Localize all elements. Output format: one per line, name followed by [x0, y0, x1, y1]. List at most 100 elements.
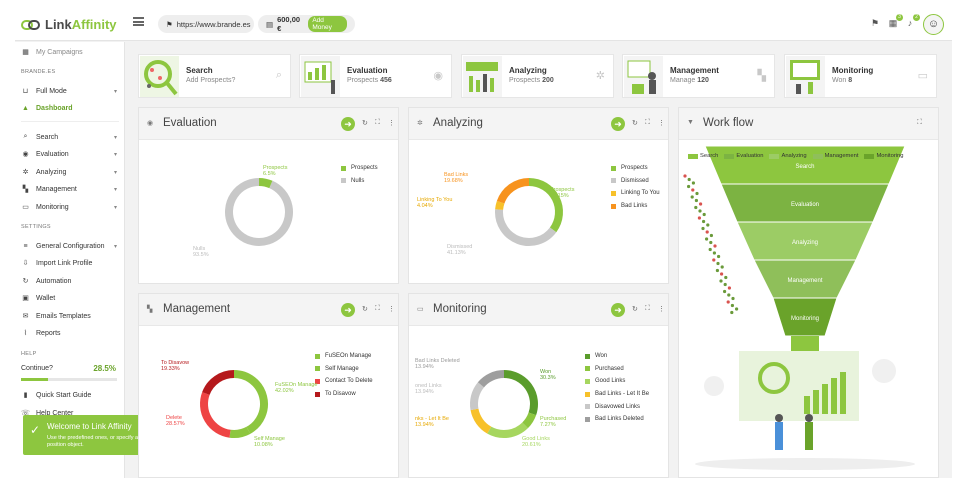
- donut-slice[interactable]: [470, 408, 492, 434]
- legend-item[interactable]: Contact To Delete: [315, 375, 373, 388]
- sidebar-item-help-center[interactable]: ☏ Help Center: [15, 405, 125, 421]
- legend-item[interactable]: Search: [688, 153, 718, 159]
- card-subtitle: Manage 120: [670, 77, 709, 84]
- expand-icon[interactable]: ⛶: [645, 305, 650, 312]
- screen-donut-icon: [758, 362, 790, 394]
- legend-item[interactable]: Management: [812, 153, 858, 159]
- site-selector[interactable]: ⚑ https://www.brande.es: [158, 15, 254, 33]
- legend-item[interactable]: Prospects: [611, 162, 660, 175]
- legend-item[interactable]: Self Manage: [315, 363, 373, 376]
- donut-slice[interactable]: [487, 422, 528, 438]
- sidebar-item-analyzing[interactable]: ✲ Analyzing ▾: [15, 164, 125, 180]
- legend-item[interactable]: Bad Links Deleted: [585, 413, 649, 426]
- donut-slice[interactable]: [496, 178, 530, 204]
- bell-icon[interactable]: ♪ 2: [905, 14, 920, 28]
- sidebar-item-search[interactable]: ⌕ Search ▾: [15, 129, 125, 145]
- card-evaluation[interactable]: Evaluation Prospects 456 ◉: [299, 54, 452, 98]
- tasks-icon[interactable]: ▦ 3: [888, 14, 903, 28]
- sidebar-item-wallet[interactable]: ▣ Wallet: [15, 290, 125, 306]
- expand-icon[interactable]: ⛶: [375, 119, 380, 126]
- go-button[interactable]: ➜: [341, 117, 355, 131]
- legend-item[interactable]: Won: [585, 350, 649, 363]
- legend-label: Search: [700, 153, 719, 159]
- sidebar-item-dashboard[interactable]: ▲ Dashboard: [15, 100, 125, 116]
- donut-slice[interactable]: [495, 209, 557, 246]
- legend-swatch: [611, 165, 616, 171]
- refresh-icon[interactable]: ↻: [632, 306, 638, 313]
- avatar[interactable]: ☺: [923, 14, 944, 35]
- sidebar-item-emails-templates[interactable]: ✉ Emails Templates: [15, 308, 125, 324]
- sidebar-item-general-configuration[interactable]: ≡ General Configuration ▾: [15, 238, 125, 254]
- more-icon[interactable]: ⋮: [388, 306, 395, 313]
- legend-item[interactable]: Prospects: [341, 162, 378, 175]
- card-search[interactable]: Search Add Prospects? ⌕: [138, 54, 291, 98]
- donut-slice[interactable]: [522, 412, 537, 429]
- go-button[interactable]: ➜: [611, 303, 625, 317]
- sidebar-item-reports[interactable]: ⌇ Reports: [15, 325, 125, 341]
- legend-label: Good Links: [595, 378, 626, 385]
- sidebar-item-management[interactable]: ▚ Management ▾: [15, 181, 125, 197]
- panel-title: Management: [163, 303, 231, 315]
- site-url: https://www.brande.es: [176, 19, 251, 29]
- legend-item[interactable]: To Disavow: [315, 388, 373, 401]
- more-icon[interactable]: ⋮: [388, 120, 395, 127]
- refresh-icon[interactable]: ↻: [632, 120, 638, 127]
- sidebar-item-quick-start[interactable]: ▮ Quick Start Guide: [15, 387, 125, 403]
- legend-item[interactable]: Purchased: [585, 363, 649, 376]
- legend-item[interactable]: Nulls: [341, 175, 378, 188]
- donut-slice[interactable]: [503, 370, 538, 416]
- legend-item[interactable]: Analyzing: [769, 153, 807, 159]
- legend-item[interactable]: Monitoring: [864, 153, 904, 159]
- crowd-person-icon: [723, 282, 727, 287]
- card-analyzing[interactable]: Analyzing Prospects 200 ✲: [461, 54, 614, 98]
- sidebar-item-label: My Campaigns: [36, 48, 83, 56]
- expand-icon[interactable]: ⛶: [917, 119, 922, 126]
- sidebar-item-import-link-profile[interactable]: ⇩ Import Link Profile: [15, 255, 125, 271]
- legend-item[interactable]: FuSEOn Manage: [315, 350, 373, 363]
- donut-slice[interactable]: [470, 382, 485, 411]
- donut-slice[interactable]: [229, 426, 251, 438]
- legend-item[interactable]: Good Links: [585, 375, 649, 388]
- flag-icon[interactable]: ⚑: [870, 18, 880, 28]
- donut-slice[interactable]: [495, 200, 505, 211]
- sidebar-item-monitoring[interactable]: ▭ Monitoring ▾: [15, 199, 125, 215]
- donut-slice[interactable]: [258, 178, 273, 189]
- sidebar-item-my-campaigns[interactable]: ▦ My Campaigns: [15, 44, 125, 60]
- logo[interactable]: Link Affinity: [21, 17, 117, 32]
- crowd-person-icon: [687, 184, 691, 189]
- legend-item[interactable]: Bad Links - Let It Be: [585, 388, 649, 401]
- evaluation-legend: Prospects Nulls: [341, 162, 378, 187]
- go-button[interactable]: ➜: [341, 303, 355, 317]
- more-icon[interactable]: ⋮: [658, 120, 665, 127]
- card-management[interactable]: Management Manage 120 ▚: [622, 54, 775, 98]
- donut-slice[interactable]: [477, 370, 505, 388]
- crowd-person-icon: [702, 212, 706, 217]
- funnel-label: Monitoring: [791, 316, 819, 322]
- sidebar-item-automation[interactable]: ↻ Automation: [15, 273, 125, 289]
- menu-toggle-icon[interactable]: [133, 17, 144, 26]
- refresh-icon[interactable]: ↻: [362, 120, 368, 127]
- donut-slice[interactable]: [528, 178, 563, 233]
- sidebar-item-label: Wallet: [36, 294, 56, 302]
- expand-icon[interactable]: ⛶: [645, 119, 650, 126]
- refresh-icon[interactable]: ↻: [362, 306, 368, 313]
- legend-item[interactable]: Linking To You: [611, 187, 660, 200]
- sidebar-item-evaluation[interactable]: ◉ Evaluation ▾: [15, 146, 125, 162]
- sidebar-item-full-mode[interactable]: ⊔ Full Mode ▾: [15, 83, 125, 99]
- expand-icon[interactable]: ⛶: [375, 305, 380, 312]
- go-button[interactable]: ➜: [611, 117, 625, 131]
- legend-item[interactable]: Evaluation: [724, 153, 763, 159]
- legend-item[interactable]: Bad Links: [611, 200, 660, 213]
- card-monitoring[interactable]: Monitoring Won 8 ▭: [784, 54, 937, 98]
- help-icon: ☏: [21, 410, 30, 417]
- donut-slice[interactable]: [233, 370, 268, 434]
- add-money-button[interactable]: Add Money: [308, 16, 347, 32]
- eye-icon: ◉: [147, 120, 154, 127]
- donut-slice[interactable]: [202, 370, 235, 396]
- funnel-segment[interactable]: [772, 297, 838, 337]
- donut-slice[interactable]: [200, 392, 231, 438]
- legend-item[interactable]: Disavowed Links: [585, 400, 649, 413]
- more-icon[interactable]: ⋮: [658, 306, 665, 313]
- legend-item[interactable]: Dismissed: [611, 175, 660, 188]
- donut-slice[interactable]: [225, 178, 293, 246]
